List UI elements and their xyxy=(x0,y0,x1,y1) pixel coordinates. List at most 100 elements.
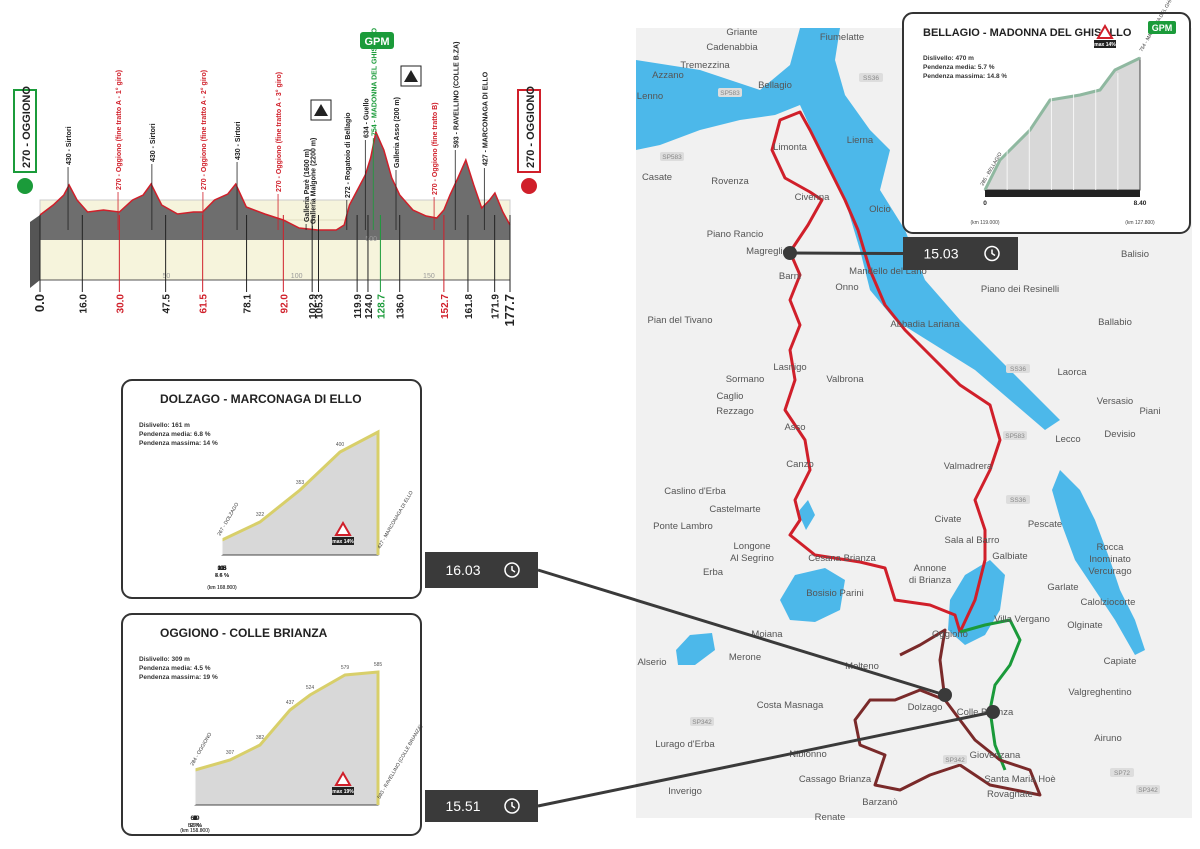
place-name: Lierna xyxy=(847,135,874,146)
road-badge xyxy=(1003,431,1027,440)
scale-label: 150 xyxy=(423,273,435,280)
km-marker: 152.7 xyxy=(440,294,451,319)
place-name: Al Segrino xyxy=(730,553,774,564)
km-ref: (km 119.000) xyxy=(970,220,999,226)
place-name: Ponte Lambro xyxy=(653,521,713,532)
km-marker: 105.3 xyxy=(315,294,326,319)
profile-point: Galleria Asso (200 m) xyxy=(394,97,401,168)
place-name: Cassago Brianza xyxy=(799,774,872,785)
place-name: Olginate xyxy=(1067,620,1102,631)
km-marker: 177.7 xyxy=(502,294,517,327)
place-name: Tremezzina xyxy=(680,60,730,71)
road-label: SP583 xyxy=(662,154,682,161)
inset-km: 1.5 xyxy=(217,565,226,572)
place-name: Costa Masnaga xyxy=(757,700,824,711)
inset-stat: Dislivello: 161 m xyxy=(139,422,190,429)
clock-time: 16.03 xyxy=(445,562,480,578)
profile-point: 270 - Oggiono (fine tratto A - 2° giro) xyxy=(200,70,208,190)
place-name: Caglio xyxy=(717,391,744,402)
inset-stat: Dislivello: 309 m xyxy=(139,656,190,663)
place-name: Rovagnate xyxy=(987,789,1033,800)
place-name: Piano dei Resinelli xyxy=(981,284,1059,295)
place-name: Lenno xyxy=(637,91,663,102)
place-name: Laorca xyxy=(1057,367,1087,378)
road-label: SP583 xyxy=(720,90,740,97)
inset-stat: Dislivello: 470 m xyxy=(923,55,974,62)
place-name: Barni xyxy=(779,271,801,282)
alt-label: 437 xyxy=(286,700,295,706)
connector xyxy=(789,251,904,255)
place-name: Dolzago xyxy=(908,702,943,713)
max-label: max 19% xyxy=(332,789,354,795)
alt-label: 579 xyxy=(341,665,350,671)
scale-label: 100 xyxy=(291,273,303,280)
road-label: SP342 xyxy=(945,757,965,764)
place-name: Sala al Barro xyxy=(945,535,1000,546)
profile-point: Galleria Parè (1600 m) xyxy=(304,149,311,222)
inset-km: 3 xyxy=(193,815,197,822)
road-badge xyxy=(1006,364,1030,373)
place-name: Lasnigo xyxy=(773,362,806,373)
connector xyxy=(537,568,946,697)
place-name: Valbrona xyxy=(826,374,864,385)
inset-km: 4 xyxy=(193,815,197,822)
place-name: Lecco xyxy=(1055,434,1080,445)
road-label: SP72 xyxy=(1114,770,1130,777)
place-name: Pian del Tivano xyxy=(648,315,713,326)
place-name: Rezzago xyxy=(716,406,754,417)
road-badge xyxy=(1110,768,1134,777)
start-icon xyxy=(17,178,33,194)
km-marker: 0.0 xyxy=(32,294,47,312)
clock-box xyxy=(903,237,1018,270)
max-badge xyxy=(1094,40,1116,48)
inset-km: 2 xyxy=(193,815,197,822)
max-badge xyxy=(332,537,354,545)
place-name: Olcio xyxy=(869,204,891,215)
profile-point: 634 - Guello xyxy=(363,98,370,138)
km-ref: (km 169.800) xyxy=(207,585,237,591)
place-name: Oggiono xyxy=(932,629,968,640)
inset-top xyxy=(221,429,380,555)
route-red xyxy=(770,110,1002,633)
profile-area xyxy=(40,132,510,240)
km-marker: 92.0 xyxy=(279,294,290,314)
grade-label: 5.6 % xyxy=(188,823,202,829)
alt-label: 307 xyxy=(226,750,235,756)
place-name: Cesana Brianza xyxy=(808,553,876,564)
place-name: Azzano xyxy=(652,70,684,81)
place-name: Nibionno xyxy=(789,749,827,760)
road-label: SS36 xyxy=(1010,366,1026,373)
altitude-label: 500 xyxy=(365,236,377,243)
route-brown xyxy=(853,628,1042,797)
place-name: Balisio xyxy=(1121,249,1149,260)
place-name: Galbiate xyxy=(992,551,1027,562)
place-name: Civate xyxy=(935,514,962,525)
km-ref: (km 127.800) xyxy=(1125,220,1155,226)
place-name: Cadenabbia xyxy=(706,42,758,53)
place-name: Magreglio xyxy=(746,246,788,257)
end-label: 270 - OGGIONO xyxy=(525,86,537,168)
place-name: Devisio xyxy=(1104,429,1135,440)
clock-icon xyxy=(504,562,520,578)
lake-alserio xyxy=(676,633,715,665)
place-name: Calolziocorte xyxy=(1081,597,1136,608)
inset-stat: Pendenza media: 5.7 % xyxy=(923,64,995,71)
km-marker: 136.0 xyxy=(396,294,407,319)
clock-hands xyxy=(511,802,516,809)
place-name: Inverigo xyxy=(668,786,702,797)
start-box xyxy=(13,89,37,173)
place-name: Annone xyxy=(914,563,947,574)
alt-label: 353 xyxy=(296,480,305,486)
connector-dot xyxy=(938,688,952,702)
km-marker: 128.7 xyxy=(376,294,387,319)
profile-point: 430 - Sirtori xyxy=(66,126,73,165)
gpm-text: GPM xyxy=(364,36,389,48)
inset-stat: Pendenza massima: 19 % xyxy=(139,674,218,681)
gpm-badge xyxy=(360,32,394,49)
clock-hands xyxy=(511,566,516,573)
place-name: Civenna xyxy=(795,192,831,203)
inset-km: 1.8 xyxy=(217,565,226,572)
km-marker: 47.5 xyxy=(162,294,173,314)
place-name: Molteno xyxy=(845,661,879,672)
